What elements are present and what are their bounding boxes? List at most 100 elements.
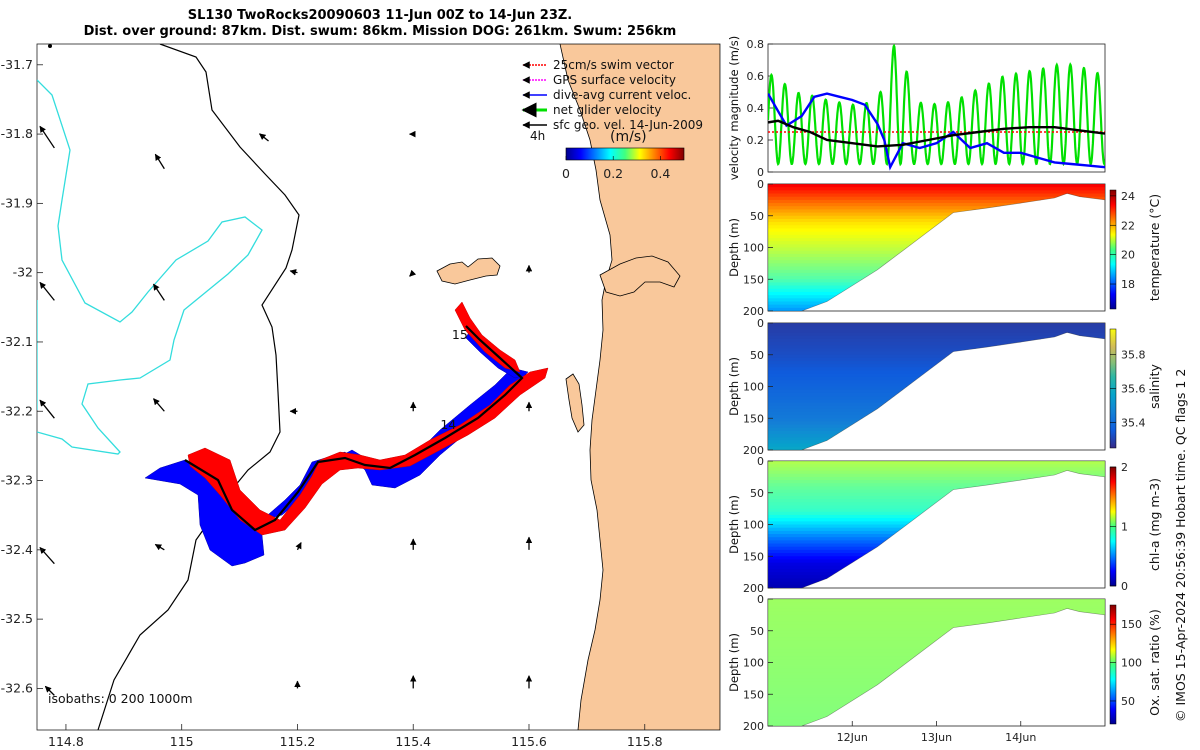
colorbar-units: (m/s) — [610, 129, 647, 145]
section-depth-band — [768, 470, 1105, 475]
section-depth-band — [768, 326, 1105, 330]
section-depth-band — [768, 476, 1105, 481]
colorbar-tick-label: 20 — [1121, 249, 1135, 262]
section-y-tick-label: 0 — [757, 593, 764, 606]
section-ylabel: Depth (m) — [727, 218, 741, 277]
colorbar-label: Ox. sat. ratio (%) — [1147, 609, 1162, 716]
section-y-tick-label: 150 — [743, 273, 764, 286]
current-vector-arrow — [153, 398, 165, 412]
colorbar-tick-label: 0 — [1121, 580, 1128, 593]
section-depth-band — [768, 627, 1105, 632]
current-vector-arrow — [295, 542, 302, 551]
section-colorbar — [1109, 189, 1117, 310]
map-y-tick-label: -32.5 — [1, 611, 33, 626]
section-panel-oxygen: 0 50 100 150 200 Depth (m) 50 100 150 Ox. sat. ra… — [727, 593, 1162, 744]
section-depth-band — [768, 332, 1105, 337]
section-depth-band — [768, 338, 1105, 343]
section-y-tick-label: 0 — [757, 455, 764, 468]
section-y-tick-label: 100 — [743, 242, 764, 255]
section-depth-band — [768, 499, 1105, 503]
velocity-panel: 0 0.2 0.4 0.6 0.8 velocity magnitude (m/s) — [727, 36, 1106, 180]
vel-y-tick-label: 0.6 — [747, 70, 765, 83]
section-depth-band — [768, 209, 1105, 214]
section-x-tick-label: 14Jun — [1005, 731, 1036, 744]
map-colorbar — [565, 147, 685, 161]
map-y-tick-label: -32.2 — [1, 403, 33, 418]
section-depth-band — [768, 184, 1105, 188]
section-depth-band — [768, 199, 1105, 204]
section-y-tick-label: 50 — [750, 487, 764, 500]
section-depth-band — [768, 461, 1105, 465]
vel-y-tick-label: 0 — [757, 166, 764, 179]
section-depth-band — [768, 480, 1105, 484]
section-ylabel: Depth (m) — [727, 633, 741, 692]
section-panel-salinity: 0 50 100 150 200 Depth (m) 35.4 35.6 35.8salinit… — [727, 317, 1162, 457]
section-depth-band — [768, 467, 1105, 472]
vel-y-tick-label: 0.4 — [747, 102, 765, 115]
current-vector-arrow — [39, 281, 55, 301]
current-vector-arrow — [152, 283, 165, 301]
section-depth-band — [768, 633, 1105, 638]
section-depth-band — [768, 486, 1105, 491]
colorbar-label: temperature (°C) — [1147, 194, 1162, 301]
section-y-tick-label: 50 — [750, 349, 764, 362]
map-y-ticks: -31.7 -31.8 -31.9 -32 -32.1 -32.2 -32.3 -32.4 -3… — [1, 57, 43, 695]
section-y-tick-label: 150 — [743, 550, 764, 563]
map-y-tick-label: -31.8 — [1, 126, 33, 141]
red-swim-swath — [187, 367, 549, 536]
section-y-tick-label: 100 — [743, 381, 764, 394]
peninsula — [599, 255, 681, 297]
figure-title-line2: Dist. over ground: 87km. Dist. swum: 86k… — [83, 24, 677, 39]
section-y-tick-label: 0 — [757, 178, 764, 191]
legend-scale-label: 4h — [530, 129, 545, 143]
section-outline — [767, 183, 1106, 312]
section-ylabel: Depth (m) — [727, 495, 741, 554]
map-x-tick-label: 114.8 — [48, 734, 84, 749]
section-depth-band — [768, 599, 1105, 603]
section-colorbar — [1109, 604, 1117, 725]
current-vector-arrow — [39, 125, 55, 149]
colorbar-tick-label: 35.4 — [1121, 417, 1146, 430]
section-panel-chla: 0 50 100 150 200 Depth (m) 0 1 2 chl-a (mg m-3) — [727, 455, 1162, 595]
section-depth-band — [768, 611, 1105, 616]
section-y-tick-label: 150 — [743, 412, 764, 425]
map-x-tick-label: 115 — [170, 734, 194, 749]
section-y-tick-label: 200 — [743, 444, 764, 457]
day-marker-label: 14 — [440, 417, 456, 432]
section-depth-band — [768, 203, 1105, 207]
legend-label: sfc geo. vel. 14-Jun-2009 — [553, 118, 703, 132]
section-depth-band — [768, 342, 1105, 346]
section-y-tick-label: 200 — [743, 582, 764, 595]
current-vector-arrow — [409, 269, 417, 277]
map-cb-tick-label: 0 — [562, 166, 570, 181]
section-outline — [767, 598, 1106, 727]
section-depth-band — [768, 618, 1105, 622]
section-depth-band — [768, 351, 1105, 356]
section-depth-band — [768, 473, 1105, 478]
map-cb-tick-label: 0.4 — [650, 166, 670, 181]
section-ylabel: Depth (m) — [727, 357, 741, 416]
glider-track — [144, 301, 549, 567]
land-mass — [559, 44, 720, 730]
credit-text: © IMOS 15-Apr-2024 20:56:39 Hobart time.… — [1173, 369, 1188, 722]
colorbar-tick-label: 18 — [1121, 278, 1135, 291]
net-track-line — [184, 325, 524, 532]
section-depth-band — [768, 605, 1105, 610]
colorbar-label: salinity — [1147, 363, 1162, 408]
map-y-tick-label: -32.4 — [1, 542, 33, 557]
section-y-tick-label: 50 — [750, 210, 764, 223]
section-depth-band — [768, 329, 1105, 334]
section-depth-band — [768, 187, 1105, 191]
map-x-tick-label: 115.2 — [280, 734, 316, 749]
map-y-tick-label: -32 — [13, 265, 33, 280]
section-depth-band — [768, 357, 1105, 362]
map-y-tick-label: -32.6 — [1, 680, 33, 695]
section-depth-band — [768, 348, 1105, 353]
net-velocity-line — [768, 44, 1105, 167]
section-depth-band — [768, 323, 1105, 327]
section-depth-band — [768, 335, 1105, 340]
colorbar-tick-label: 24 — [1121, 190, 1135, 203]
